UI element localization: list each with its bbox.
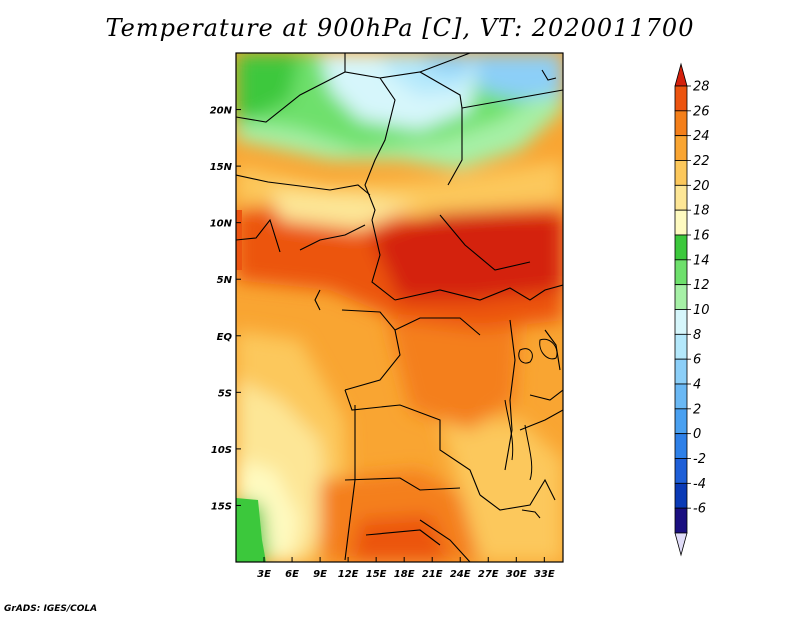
colorbar-box xyxy=(674,110,688,137)
colorbar-box xyxy=(674,507,688,534)
lat-tick-label: 20N xyxy=(210,106,233,117)
colorbar-bottom-triangle xyxy=(674,532,688,557)
colorbar-label: -6 xyxy=(693,502,706,517)
colorbar-label: 26 xyxy=(693,104,710,119)
map-title: Temperature at 900hPa [C], VT: 202001170… xyxy=(105,14,695,42)
country-borders xyxy=(236,53,563,562)
colorbar-label: 14 xyxy=(693,253,710,268)
colorbar-label: -4 xyxy=(693,477,706,492)
colorbar-box xyxy=(674,135,688,161)
colorbar-box xyxy=(674,160,688,186)
lon-tick-label: 21E xyxy=(422,569,443,580)
lon-tick-label: 33E xyxy=(534,569,555,580)
colorbar-box xyxy=(674,383,688,410)
lat-tick-label: 5S xyxy=(218,388,232,399)
colorbar-label: 6 xyxy=(693,353,701,368)
colorbar-label: -2 xyxy=(693,452,706,467)
colorbar-box xyxy=(674,482,688,509)
lat-tick-label: 10S xyxy=(211,445,232,456)
colorbar-box xyxy=(674,333,688,360)
lon-tick-label: 12E xyxy=(338,569,359,580)
lon-tick-label: 15E xyxy=(366,569,387,580)
lakes xyxy=(504,338,558,519)
map-frame xyxy=(235,52,564,563)
colorbar-box xyxy=(674,458,688,484)
colorbar-label: 4 xyxy=(693,378,701,393)
lat-tick-label: 5N xyxy=(217,275,233,286)
colorbar-box xyxy=(674,284,688,310)
colorbar-label: 28 xyxy=(693,80,710,95)
colorbar-label: 12 xyxy=(693,278,710,293)
colorbar-label: 8 xyxy=(693,328,701,343)
lat-tick-label: EQ xyxy=(217,332,233,343)
colorbar-box xyxy=(674,209,688,236)
lon-tick-label: 27E xyxy=(478,569,499,580)
lon-tick-label: 24E xyxy=(450,569,471,580)
grads-credit: GrADS: IGES/COLA xyxy=(4,604,98,614)
colorbar-box xyxy=(674,433,688,459)
temperature-field xyxy=(236,53,563,562)
lon-tick-label: 3E xyxy=(257,569,271,580)
colorbar-box xyxy=(674,85,688,112)
colorbar-box xyxy=(674,184,688,211)
lon-tick-label: 18E xyxy=(394,569,415,580)
latitude-axis: 20N 15N 10N 5N EQ 5S 10S 15S xyxy=(210,106,241,512)
colorbar-top-triangle xyxy=(674,62,688,87)
colorbar-box xyxy=(674,259,688,286)
colorbar-label: 2 xyxy=(693,402,701,417)
colorbar-label: 16 xyxy=(693,229,710,244)
colorbar-label: 20 xyxy=(693,179,710,194)
colorbar-label: 10 xyxy=(693,303,710,318)
colorbar-box xyxy=(674,309,688,335)
colorbar-box xyxy=(674,408,688,435)
colorbar-box xyxy=(674,358,688,385)
colorbar-label: 22 xyxy=(693,154,710,169)
lon-tick-label: 9E xyxy=(313,569,327,580)
lat-tick-label: 15N xyxy=(210,162,233,173)
lon-tick-label: 30E xyxy=(506,569,527,580)
lat-tick-label: 15S xyxy=(211,501,232,512)
colorbar-box xyxy=(674,234,688,261)
colorbar-label: 18 xyxy=(693,204,710,219)
lon-tick-label: 6E xyxy=(285,569,299,580)
colorbar-label: 24 xyxy=(693,129,710,144)
longitude-axis: 3E 6E 9E 12E 15E 18E 21E 24E 27E 30E 33E xyxy=(257,557,555,580)
colorbar-label: 0 xyxy=(693,427,701,442)
lat-tick-label: 10N xyxy=(210,219,233,230)
